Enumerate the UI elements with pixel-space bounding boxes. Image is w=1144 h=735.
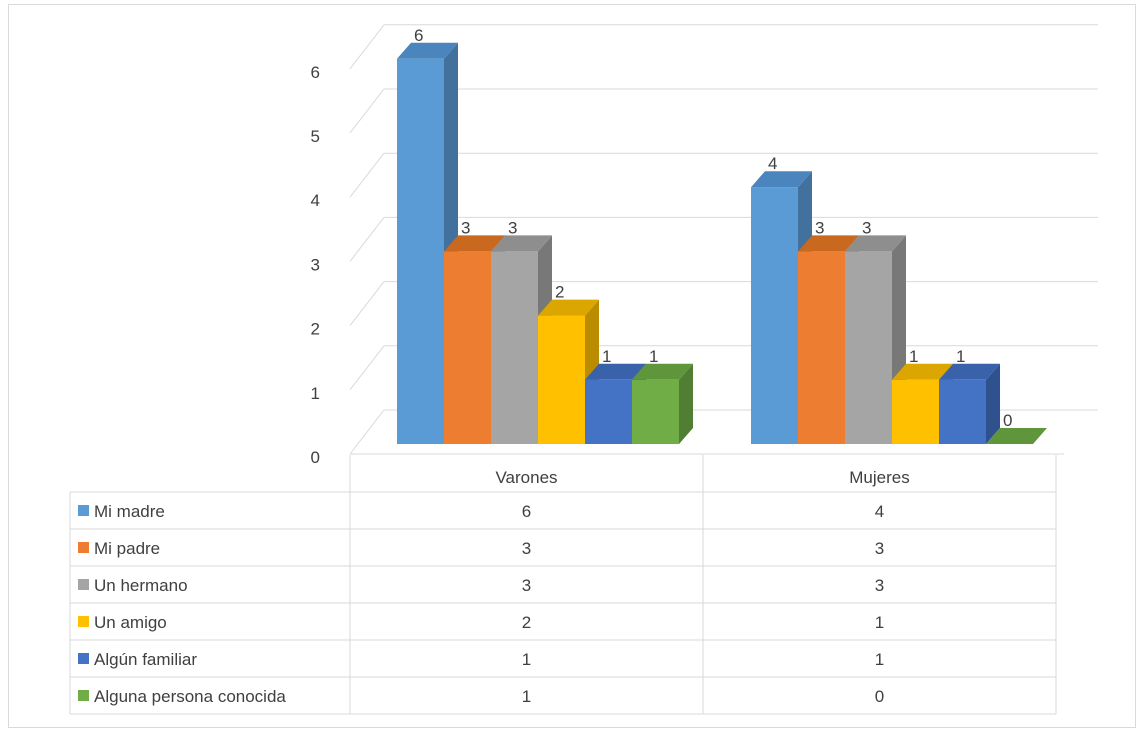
y-tick-label: 5 — [311, 127, 320, 146]
bar — [585, 379, 632, 444]
table-header: Varones — [495, 468, 557, 487]
series-name: Un hermano — [94, 576, 188, 595]
bar-top — [585, 363, 646, 380]
data-label: 3 — [508, 218, 517, 237]
bar-side — [679, 363, 693, 444]
table-cell: 2 — [522, 613, 531, 632]
y-tick-label: 4 — [311, 191, 320, 210]
table-cell: 1 — [522, 687, 531, 706]
bar-top — [397, 42, 458, 59]
series-name: Alguna persona conocida — [94, 687, 286, 706]
bar — [892, 379, 939, 444]
legend-swatch — [78, 505, 89, 516]
y-tick-label: 2 — [311, 320, 320, 339]
table-cell: 4 — [875, 502, 884, 521]
series-name: Mi madre — [94, 502, 165, 521]
legend-swatch — [78, 542, 89, 553]
data-label: 3 — [862, 218, 871, 237]
gridline-depth — [349, 345, 385, 391]
bar-top — [892, 363, 953, 380]
series-name: Un amigo — [94, 613, 167, 632]
legend-swatch — [78, 616, 89, 627]
bar — [491, 251, 538, 444]
bar-top — [751, 171, 812, 188]
bar — [751, 187, 798, 444]
data-label: 1 — [909, 347, 918, 366]
gridline-depth — [349, 152, 385, 198]
table-cell: 0 — [875, 687, 884, 706]
data-label: 4 — [768, 154, 777, 173]
data-label: 0 — [1003, 411, 1012, 430]
gridline-depth — [349, 88, 385, 134]
y-tick-label: 0 — [311, 448, 320, 467]
table-cell: 1 — [522, 650, 531, 669]
y-tick-label: 6 — [311, 63, 320, 82]
table-cell: 1 — [875, 650, 884, 669]
series-name: Mi padre — [94, 539, 160, 558]
table-cell: 6 — [522, 502, 531, 521]
bar — [632, 379, 679, 444]
bar-top — [632, 363, 693, 380]
gridline-depth — [349, 217, 385, 262]
bar-top — [986, 428, 1047, 444]
data-label: 3 — [461, 218, 470, 237]
bar-top — [491, 235, 552, 252]
bar-top — [444, 235, 505, 252]
data-label: 2 — [555, 283, 564, 302]
bar-top — [845, 235, 906, 252]
bar — [538, 315, 585, 444]
y-tick-label: 3 — [311, 255, 320, 274]
table-cell: 3 — [522, 539, 531, 558]
bar-side — [986, 363, 1000, 444]
data-label: 6 — [414, 26, 423, 45]
bar — [397, 58, 444, 445]
table-cell: 3 — [875, 576, 884, 595]
gridline-depth — [349, 409, 385, 455]
table-header: Mujeres — [849, 468, 909, 487]
table-cell: 3 — [522, 576, 531, 595]
bar — [444, 251, 491, 444]
gridline-depth — [349, 281, 385, 326]
legend-swatch — [78, 653, 89, 664]
table-cell: 1 — [875, 613, 884, 632]
legend-swatch — [78, 690, 89, 701]
series-name: Algún familiar — [94, 650, 197, 669]
y-tick-label: 1 — [311, 384, 320, 403]
legend-swatch — [78, 579, 89, 590]
data-label: 1 — [956, 347, 965, 366]
data-label: 1 — [602, 347, 611, 366]
bar-top — [798, 235, 859, 252]
bar — [939, 379, 986, 444]
bar-top — [939, 363, 1000, 380]
gridline-depth — [349, 24, 385, 70]
bar — [845, 251, 892, 444]
data-label: 3 — [815, 218, 824, 237]
bar — [798, 251, 845, 444]
table-cell: 3 — [875, 539, 884, 558]
bar-top — [538, 299, 599, 316]
data-label: 1 — [649, 347, 658, 366]
